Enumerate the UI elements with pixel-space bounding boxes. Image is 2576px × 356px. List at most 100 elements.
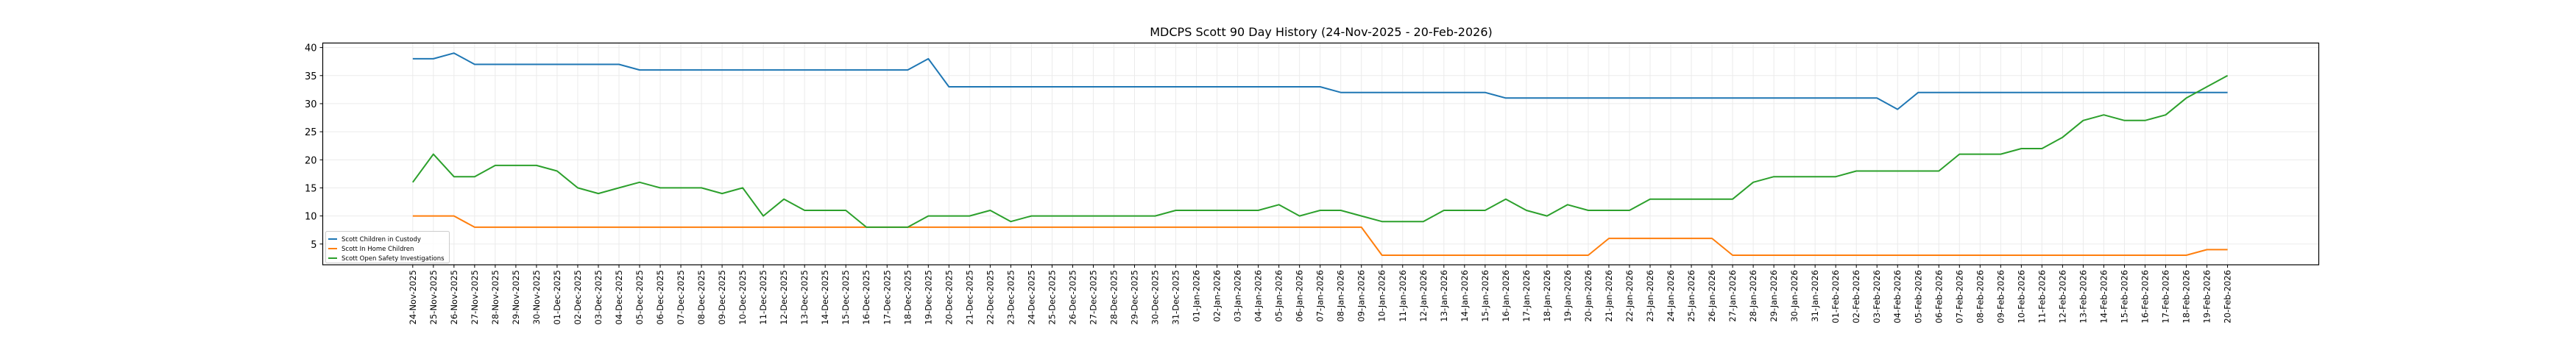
x-tick-label: 12-Feb-2026 xyxy=(2057,270,2067,324)
grid xyxy=(323,43,2319,266)
legend-label: Scott Open Safety Investigations xyxy=(342,255,445,263)
x-tick-label: 13-Dec-2025 xyxy=(799,270,810,324)
x-tick-label: 15-Jan-2026 xyxy=(1480,270,1490,322)
x-tick-label: 20-Dec-2025 xyxy=(944,270,954,324)
x-tick-label: 05-Feb-2026 xyxy=(1913,270,1923,324)
x-tick-label: 04-Jan-2026 xyxy=(1253,270,1264,322)
x-tick-label: 18-Jan-2026 xyxy=(1542,270,1552,322)
plot-frame xyxy=(323,43,2319,266)
x-tick-label: 07-Feb-2026 xyxy=(1954,270,1964,324)
x-tick-label: 11-Dec-2025 xyxy=(758,270,768,324)
x-tick-label: 30-Dec-2025 xyxy=(1150,270,1161,324)
x-tick-label: 31-Dec-2025 xyxy=(1171,270,1181,324)
x-tick-label: 17-Jan-2026 xyxy=(1521,270,1532,322)
x-tick-label: 03-Feb-2026 xyxy=(1872,270,1882,324)
x-tick-label: 25-Dec-2025 xyxy=(1047,270,1057,324)
x-tick-label: 14-Jan-2026 xyxy=(1459,270,1470,322)
x-tick-label: 23-Jan-2026 xyxy=(1645,270,1655,322)
x-tick-label: 19-Jan-2026 xyxy=(1563,270,1573,322)
x-tick-label: 29-Nov-2025 xyxy=(511,270,521,324)
x-tick-label: 06-Dec-2025 xyxy=(655,270,665,324)
x-tick-label: 07-Jan-2026 xyxy=(1315,270,1326,322)
x-tick-label: 29-Dec-2025 xyxy=(1130,270,1140,324)
x-tick-label: 09-Jan-2026 xyxy=(1356,270,1367,322)
x-tick-label: 09-Dec-2025 xyxy=(717,270,727,324)
x-tick-label: 27-Dec-2025 xyxy=(1088,270,1098,324)
x-tick-label: 20-Feb-2026 xyxy=(2223,270,2233,324)
chart-title: MDCPS Scott 90 Day History (24-Nov-2025 … xyxy=(1150,25,1493,39)
x-tick-label: 03-Dec-2025 xyxy=(593,270,604,324)
x-tick-label: 25-Jan-2026 xyxy=(1686,270,1696,322)
x-tick-label: 08-Dec-2025 xyxy=(696,270,707,324)
legend-label: Scott Children in Custody xyxy=(342,236,421,243)
x-tick-label: 28-Jan-2026 xyxy=(1748,270,1758,322)
x-tick-label: 18-Dec-2025 xyxy=(902,270,913,324)
x-tick-label: 23-Dec-2025 xyxy=(1005,270,1016,324)
y-tick-label: 20 xyxy=(305,155,317,166)
x-tick-label: 06-Jan-2026 xyxy=(1295,270,1305,322)
x-tick-label: 30-Nov-2025 xyxy=(531,270,542,324)
x-tick-label: 16-Jan-2026 xyxy=(1501,270,1511,322)
x-tick-label: 18-Feb-2026 xyxy=(2182,270,2192,324)
x-tick-label: 03-Jan-2026 xyxy=(1233,270,1243,322)
x-tick-label: 16-Feb-2026 xyxy=(2140,270,2150,324)
x-tick-label: 24-Dec-2025 xyxy=(1026,270,1036,324)
x-tick-label: 19-Dec-2025 xyxy=(923,270,933,324)
x-tick-label: 05-Dec-2025 xyxy=(634,270,645,324)
x-tick-label: 22-Jan-2026 xyxy=(1624,270,1635,322)
x-tick-label: 02-Jan-2026 xyxy=(1212,270,1222,322)
x-tick-label: 01-Dec-2025 xyxy=(552,270,562,324)
x-tick-label: 14-Dec-2025 xyxy=(820,270,830,324)
x-tick-label: 24-Jan-2026 xyxy=(1666,270,1676,322)
x-tick-label: 04-Dec-2025 xyxy=(614,270,624,324)
x-tick-label: 28-Dec-2025 xyxy=(1108,270,1119,324)
x-tick-label: 26-Dec-2025 xyxy=(1067,270,1078,324)
x-tick-label: 14-Feb-2026 xyxy=(2098,270,2109,324)
y-tick-label: 10 xyxy=(305,212,317,223)
x-tick-label: 26-Nov-2025 xyxy=(449,270,459,324)
x-tick-label: 04-Feb-2026 xyxy=(1892,270,1903,324)
x-tick-label: 10-Dec-2025 xyxy=(737,270,748,324)
x-tick-label: 09-Feb-2026 xyxy=(1995,270,2006,324)
x-tick-label: 02-Dec-2025 xyxy=(573,270,583,324)
x-tick-label: 08-Feb-2026 xyxy=(1975,270,1985,324)
x-tick-label: 27-Nov-2025 xyxy=(470,270,480,324)
x-tick-label: 05-Jan-2026 xyxy=(1274,270,1284,322)
x-tick-label: 10-Feb-2026 xyxy=(2016,270,2026,324)
x-tick-label: 10-Jan-2026 xyxy=(1377,270,1387,322)
x-tick-label: 11-Feb-2026 xyxy=(2037,270,2047,324)
x-tick-label: 17-Feb-2026 xyxy=(2161,270,2171,324)
x-tick-label: 08-Jan-2026 xyxy=(1336,270,1346,322)
x-tick-label: 02-Feb-2026 xyxy=(1851,270,1861,324)
x-tick-label: 01-Jan-2026 xyxy=(1192,270,1202,322)
x-tick-label: 11-Jan-2026 xyxy=(1398,270,1408,322)
x-tick-label: 13-Feb-2026 xyxy=(2078,270,2088,324)
x-tick-label: 07-Dec-2025 xyxy=(676,270,686,324)
x-tick-label: 15-Feb-2026 xyxy=(2119,270,2129,324)
x-tick-label: 20-Jan-2026 xyxy=(1583,270,1593,322)
x-tick-label: 06-Feb-2026 xyxy=(1933,270,1944,324)
x-tick-label: 21-Jan-2026 xyxy=(1604,270,1614,322)
x-tick-label: 24-Nov-2025 xyxy=(408,270,418,324)
legend: Scott Children in Custody Scott In Home C… xyxy=(326,232,450,263)
x-tick-label: 19-Feb-2026 xyxy=(2202,270,2212,324)
x-tick-label: 26-Jan-2026 xyxy=(1707,270,1717,322)
x-tick-label: 27-Jan-2026 xyxy=(1727,270,1738,322)
x-tick-label: 12-Dec-2025 xyxy=(779,270,789,324)
x-tick-label: 30-Jan-2026 xyxy=(1789,270,1800,322)
y-tick-label: 35 xyxy=(305,71,317,82)
x-tick-label: 12-Jan-2026 xyxy=(1418,270,1429,322)
x-tick-label: 15-Dec-2025 xyxy=(841,270,851,324)
x-tick-label: 29-Jan-2026 xyxy=(1769,270,1779,322)
legend-label: Scott In Home Children xyxy=(342,246,414,253)
y-tick-label: 30 xyxy=(305,99,317,110)
y-tick-label: 40 xyxy=(305,43,317,54)
y-tick-label: 15 xyxy=(305,183,317,194)
y-tick-label: 5 xyxy=(311,240,316,251)
x-tick-label: 22-Dec-2025 xyxy=(985,270,995,324)
x-tick-label: 21-Dec-2025 xyxy=(964,270,974,324)
x-tick-label: 13-Jan-2026 xyxy=(1439,270,1449,322)
